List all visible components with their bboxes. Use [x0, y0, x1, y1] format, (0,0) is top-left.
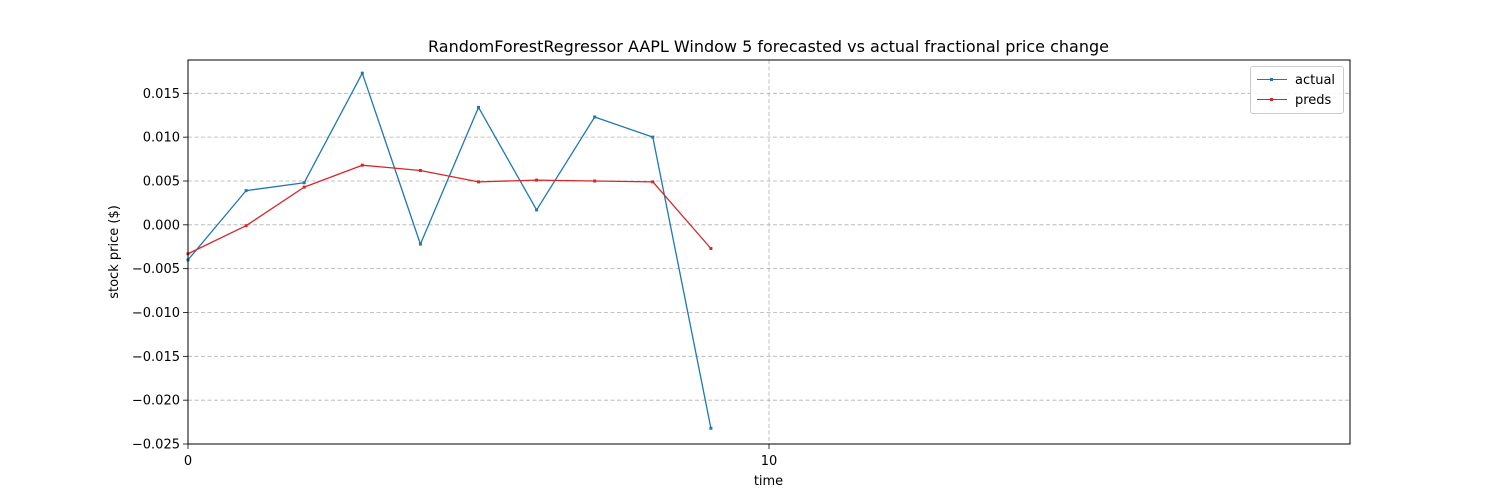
- series-layer: [186, 71, 713, 430]
- data-point-actual: [418, 242, 422, 246]
- data-point-preds: [302, 185, 306, 189]
- series-line-preds: [187, 164, 712, 255]
- data-point-actual: [477, 105, 480, 109]
- data-point-preds: [709, 246, 713, 250]
- y-tick-label: 0.010: [143, 131, 180, 146]
- data-point-actual: [593, 115, 597, 119]
- y-tick-label: 0.015: [143, 87, 180, 102]
- y-tick-label: −0.005: [132, 262, 180, 277]
- x-axis-label: time: [754, 474, 783, 489]
- data-point-preds: [418, 168, 422, 172]
- y-tick-label: −0.010: [132, 306, 180, 321]
- data-point-preds: [360, 163, 364, 167]
- data-point-preds: [535, 178, 539, 182]
- legend-swatch-preds: [1257, 95, 1287, 105]
- y-tick-label: −0.020: [132, 394, 180, 409]
- y-tick-label: −0.025: [132, 438, 180, 453]
- legend-label-actual: actual: [1295, 72, 1336, 88]
- data-point-actual: [651, 135, 655, 139]
- chart-title: RandomForestRegressor AAPL Window 5 fore…: [428, 37, 1109, 56]
- grid: [188, 60, 1350, 445]
- x-tick-label: 0: [184, 454, 192, 469]
- y-tick-label: 0.005: [143, 174, 180, 189]
- data-point-preds: [244, 224, 248, 228]
- data-point-preds: [477, 180, 480, 184]
- data-point-actual: [535, 208, 539, 212]
- data-point-preds: [593, 179, 597, 183]
- x-tick-label: 10: [761, 454, 778, 469]
- legend-label-preds: preds: [1295, 92, 1332, 108]
- legend: actual preds: [1250, 66, 1344, 114]
- series-line-actual: [187, 72, 712, 429]
- data-point-actual: [360, 71, 364, 75]
- data-point-actual: [709, 426, 713, 430]
- y-tick-label: −0.015: [132, 350, 180, 365]
- data-point-actual: [244, 189, 248, 193]
- data-point-actual: [302, 181, 306, 185]
- data-point-preds: [651, 180, 655, 184]
- axes: −0.025 −0.020 −0.015 −0.010 −0.005 0.000 0.005…: [132, 87, 777, 469]
- legend-item-actual: actual: [1257, 70, 1335, 90]
- y-axis-label: stock price ($): [107, 205, 122, 299]
- legend-item-preds: preds: [1257, 90, 1331, 110]
- y-tick-label: 0.000: [143, 218, 180, 233]
- legend-swatch-actual: [1257, 75, 1287, 85]
